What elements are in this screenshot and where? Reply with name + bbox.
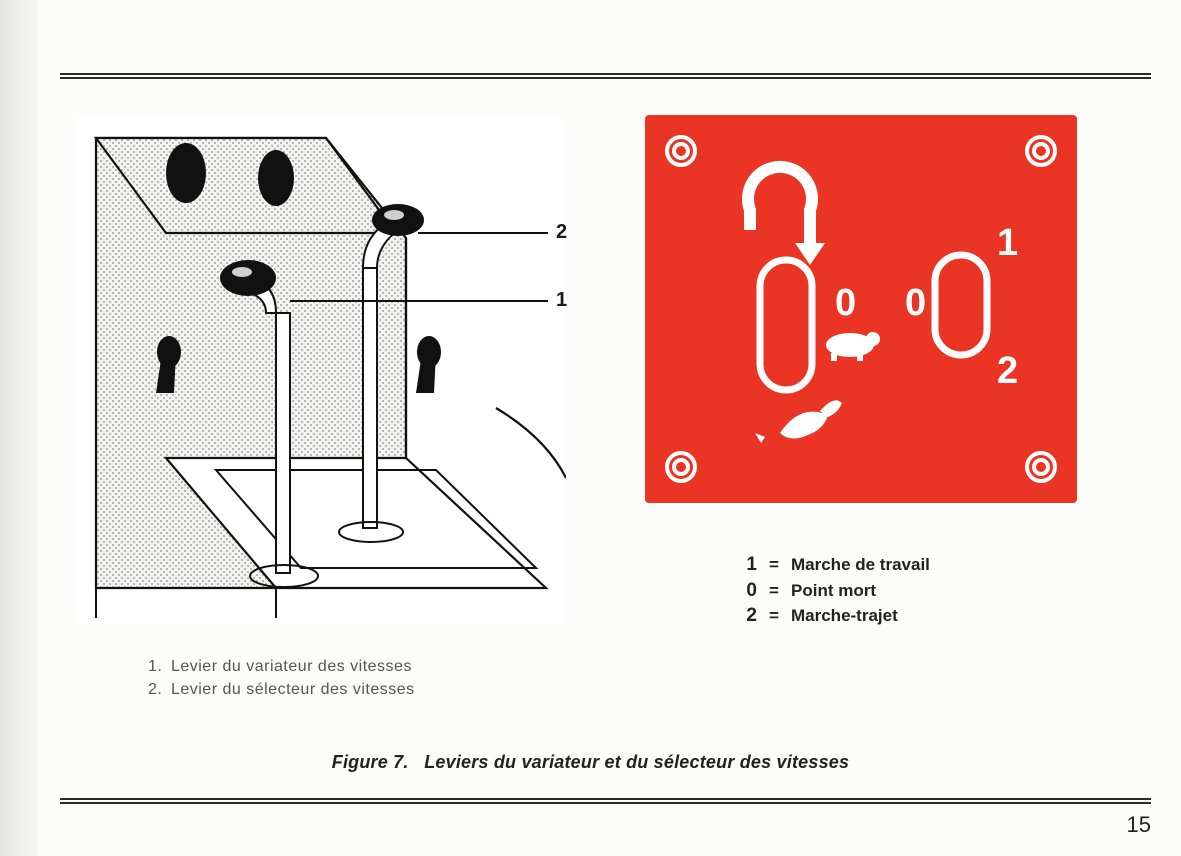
caption-prefix: Figure 7. [332, 752, 409, 772]
callout-label-1: 1 [556, 289, 567, 312]
gear-decal: 0 0 1 2 [645, 115, 1077, 503]
decal-right-2: 2 [997, 350, 1018, 392]
legend-text: Levier du sélecteur des vitesses [171, 681, 415, 698]
legend-eq: = [767, 554, 781, 577]
legend-key: 0 [735, 578, 757, 604]
decal-left-0: 0 [835, 282, 856, 324]
legend-row: 1. Levier du variateur des vitesses [148, 655, 415, 678]
figure-caption: Figure 7. Leviers du variateur et du sél… [0, 752, 1181, 773]
legend-val: Point mort [791, 580, 876, 603]
legend-num: 1. [148, 655, 166, 678]
legend-row: 2 = Marche-trajet [735, 603, 930, 629]
legend-val: Marche-trajet [791, 605, 898, 628]
illustration-legend: 1. Levier du variateur des vitesses 2. L… [148, 655, 415, 701]
legend-row: 0 = Point mort [735, 578, 930, 604]
legend-key: 2 [735, 603, 757, 629]
callout-label-2: 2 [556, 221, 567, 244]
legend-text: Levier du variateur des vitesses [171, 658, 412, 675]
decal-right-0: 0 [905, 282, 926, 324]
legend-eq: = [767, 605, 781, 628]
legend-key: 1 [735, 552, 757, 578]
page-number: 15 [1127, 812, 1151, 838]
callout-line-1 [290, 300, 548, 302]
legend-eq: = [767, 580, 781, 603]
legend-num: 2. [148, 678, 166, 701]
caption-text: Leviers du variateur et du sélecteur des… [424, 752, 849, 772]
legend-val: Marche de travail [791, 554, 930, 577]
legend-row: 2. Levier du sélecteur des vitesses [148, 678, 415, 701]
legend-row: 1 = Marche de travail [735, 552, 930, 578]
page-content: 2 1 1. Levier du variateur des vitesses … [0, 0, 1181, 856]
decal-right-1: 1 [997, 222, 1018, 264]
decal-legend: 1 = Marche de travail 0 = Point mort 2 =… [735, 552, 930, 629]
lever-illustration [76, 118, 566, 623]
callout-line-2 [418, 232, 548, 234]
